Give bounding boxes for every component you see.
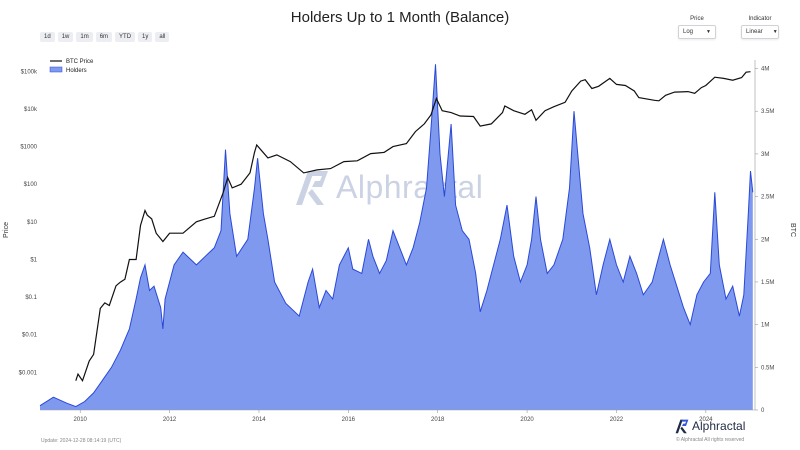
left-axis-title: Price — [3, 222, 10, 238]
right-axis-title: BTC — [789, 223, 796, 237]
price-scale-value: Log — [683, 29, 694, 35]
x-axis-ticks: 2010 2012 2014 2016 2018 2020 2022 2024 — [74, 410, 713, 423]
caret-down-icon: ▼ — [772, 29, 778, 35]
alphractal-logo-icon — [296, 171, 328, 205]
indicator-scale-value: Linear — [746, 29, 763, 35]
range-button-1w[interactable]: 1w — [57, 32, 74, 42]
x-tick-label: 2016 — [342, 417, 356, 423]
indicator-scale-control: Indicator Linear ▼ — [741, 16, 779, 39]
left-axis-ticks: $100k $10k $1000 $100 $10 $1 $0.1 $0.01 $0.001 — [19, 69, 38, 376]
x-tick-label: 2020 — [520, 417, 534, 423]
left-tick-label: $10k — [24, 107, 38, 113]
left-tick-label: $1000 — [20, 145, 37, 151]
range-selector: 1d 1w 1m 6m YTD 1y all — [40, 32, 170, 42]
legend: BTC Price Holders — [49, 59, 94, 74]
update-timestamp: Update: 2024-12-28 08:14:19 (UTC) — [41, 438, 122, 444]
left-tick-label: $1 — [30, 257, 37, 263]
right-axis-ticks: 4M 3.5M 3M 2.5M 2M 1.5M 1M 0.5M 0 — [755, 67, 774, 414]
btc-price-line — [75, 71, 751, 383]
holders-area — [40, 64, 753, 411]
price-scale-select[interactable]: Log ▼ — [678, 25, 716, 39]
legend-holders-label: Holders — [66, 68, 87, 74]
indicator-scale-label: Indicator — [748, 16, 772, 22]
x-tick-label: 2014 — [252, 417, 266, 423]
left-tick-label: $0.1 — [25, 295, 37, 301]
brand-name: Alphractal — [692, 419, 746, 433]
price-scale-label: Price — [690, 16, 704, 22]
alphractal-logo-icon — [675, 419, 689, 434]
price-scale-control: Price Log ▼ — [678, 16, 716, 39]
right-tick-label: 2.5M — [761, 195, 774, 201]
watermark: Alphractal — [292, 167, 483, 207]
left-tick-label: $0.01 — [22, 333, 38, 339]
range-button-6m[interactable]: 6m — [95, 32, 113, 42]
copyright: © Alphractal All rights reserved — [676, 437, 745, 443]
caret-down-icon: ▼ — [706, 29, 711, 35]
range-button-ytd[interactable]: YTD — [115, 32, 136, 42]
brand: Alphractal — [674, 418, 745, 434]
watermark-text: Alphractal — [336, 168, 484, 205]
range-button-all[interactable]: all — [155, 32, 170, 42]
left-tick-label: $0.001 — [19, 370, 38, 376]
left-tick-label: $10 — [27, 220, 38, 226]
right-tick-label: 1.5M — [761, 280, 774, 286]
range-button-1m[interactable]: 1m — [76, 32, 93, 42]
x-tick-label: 2022 — [610, 417, 624, 423]
right-tick-label: 3.5M — [761, 109, 774, 115]
holders-series — [39, 64, 754, 411]
x-tick-label: 2018 — [431, 417, 445, 423]
legend-holders-swatch — [49, 66, 63, 73]
holders-line — [39, 64, 754, 408]
right-tick-label: 3M — [761, 152, 769, 158]
right-tick-label: 2M — [761, 237, 769, 243]
right-tick-label: 0.5M — [761, 365, 774, 371]
indicator-scale-select[interactable]: Linear ▼ — [741, 25, 779, 39]
legend-price-label: BTC Price — [66, 59, 94, 65]
left-tick-label: $100k — [21, 69, 38, 75]
x-tick-label: 2024 — [699, 417, 713, 423]
right-tick-label: 1M — [761, 323, 769, 329]
left-tick-label: $100 — [24, 182, 38, 188]
chart-title: Holders Up to 1 Month (Balance) — [290, 9, 510, 26]
x-tick-label: 2010 — [74, 417, 88, 423]
right-tick-label: 0 — [761, 408, 765, 414]
range-button-1d[interactable]: 1d — [40, 32, 55, 42]
range-button-1y[interactable]: 1y — [138, 32, 153, 42]
x-tick-label: 2012 — [163, 417, 177, 423]
right-tick-label: 4M — [761, 67, 769, 73]
